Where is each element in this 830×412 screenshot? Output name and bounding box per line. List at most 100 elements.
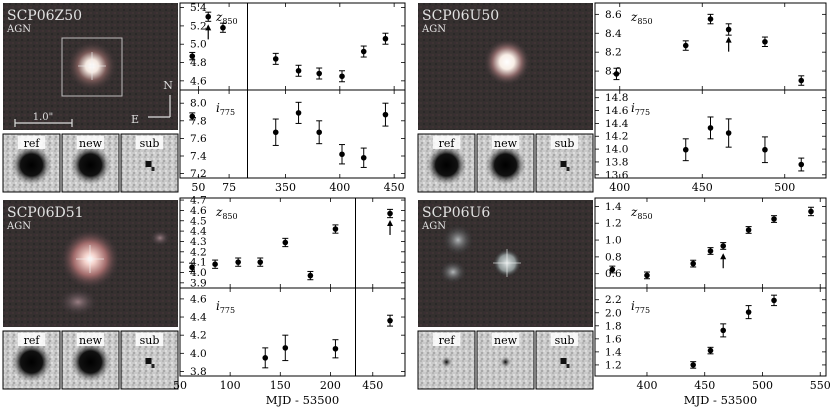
stamp-label: sub — [555, 334, 575, 347]
x-tick-label: 75 — [222, 181, 236, 194]
point-marker — [282, 239, 289, 246]
compass-east-label: E — [131, 113, 139, 126]
source-blob — [11, 145, 52, 185]
data-point — [387, 314, 394, 327]
x-tick-label: 350 — [275, 181, 296, 194]
data-point — [682, 40, 689, 51]
x-tick-label: 500 — [752, 379, 773, 392]
y-tick-label: 1.6 — [605, 333, 622, 345]
data-point — [690, 361, 697, 369]
band-label: i775 — [631, 101, 650, 117]
point-marker — [798, 77, 805, 84]
stamp-frame — [535, 330, 594, 390]
y-tick-label: 14.0 — [605, 144, 628, 156]
stamp-ref: ref — [417, 330, 476, 390]
stamp-frame — [417, 133, 476, 193]
point-marker — [332, 345, 339, 352]
y-tick-label: 1.4 — [605, 201, 622, 213]
stamp-label: sub — [140, 137, 160, 150]
data-point — [761, 36, 768, 47]
data-point — [613, 67, 620, 81]
stamp-frame — [61, 133, 120, 193]
data-point — [272, 118, 279, 146]
point-marker — [189, 113, 196, 120]
data-point — [205, 11, 212, 22]
point-marker — [707, 125, 714, 131]
stamp-frame — [2, 330, 61, 390]
data-point — [235, 257, 242, 267]
residual-blob — [566, 364, 570, 368]
point-marker — [189, 53, 196, 59]
point-marker — [235, 259, 241, 265]
point-marker — [771, 216, 777, 222]
point-marker — [690, 362, 696, 368]
band-row-z850: 8.0 8.2 8.4 8.6 z850 — [594, 2, 827, 91]
data-point — [771, 294, 778, 307]
point-marker — [762, 146, 768, 153]
data-point — [262, 347, 269, 369]
stamp-sub: sub — [120, 330, 179, 390]
x-tick-label: 100 — [220, 379, 241, 392]
data-point — [682, 138, 689, 162]
band-label: z850 — [630, 205, 653, 221]
neighbor-galaxy — [442, 224, 474, 256]
band-row-z850: 0.6 0.8 1.0 1.2 1.4 z850 — [594, 197, 827, 289]
y-tick-label: 4.6 — [190, 75, 207, 87]
source-blob — [485, 145, 526, 185]
residual-blob — [560, 358, 567, 364]
y-tick-label: 4.2 — [190, 330, 207, 342]
y-tick-label: 4.3 — [190, 236, 207, 248]
x-tick-label: 400 — [636, 379, 657, 392]
residual-blob — [566, 167, 570, 171]
point-marker — [644, 272, 650, 279]
point-marker — [360, 154, 367, 161]
y-tick-label: 1.4 — [605, 346, 622, 358]
stamp-frame — [120, 133, 179, 193]
band-row-i775: 1.21.41.61.82.02.2 i775 — [594, 287, 827, 377]
band-row-i775: 3.8 4.0 4.2 4.4 4.6 i775 — [179, 287, 406, 378]
axes-frame — [355, 197, 406, 289]
data-point — [720, 323, 727, 338]
data-point — [745, 305, 752, 320]
data-point — [707, 346, 714, 355]
source-blob — [426, 145, 467, 185]
axes-frame — [594, 89, 827, 179]
data-point — [609, 265, 616, 274]
arrow-head — [720, 253, 727, 260]
point-marker — [690, 260, 696, 267]
data-point — [189, 262, 196, 272]
data-point — [725, 23, 732, 36]
y-tick-label: 5.0 — [190, 39, 207, 51]
point-marker — [798, 161, 805, 168]
y-tick-label: 8.0 — [605, 66, 622, 78]
data-point — [295, 64, 302, 77]
neighbor-galaxy — [58, 288, 98, 316]
band-label: z850 — [215, 10, 238, 26]
upper-limit-arrow — [387, 219, 394, 235]
point-marker — [720, 243, 727, 249]
y-tick-label: 0.8 — [605, 251, 622, 263]
axes-frame — [247, 89, 406, 179]
data-point — [707, 13, 714, 25]
y-tick-label: 4.6 — [190, 205, 207, 217]
y-tick-label: 4.5 — [190, 215, 207, 227]
data-point — [771, 215, 778, 223]
point-marker — [382, 35, 389, 42]
stamp-sub: sub — [535, 330, 594, 390]
point-marker — [745, 227, 752, 233]
y-tick-label: 13.8 — [605, 156, 628, 168]
point-marker — [316, 70, 322, 77]
x-tick-label: 500 — [774, 181, 795, 194]
stamp-label-bg — [550, 136, 579, 149]
stamp-label-bg — [491, 136, 520, 149]
data-point — [272, 52, 279, 65]
y-tick-label: 5.2 — [190, 20, 207, 32]
x-tick-label: 150 — [270, 379, 291, 392]
residual-blob — [151, 167, 155, 171]
